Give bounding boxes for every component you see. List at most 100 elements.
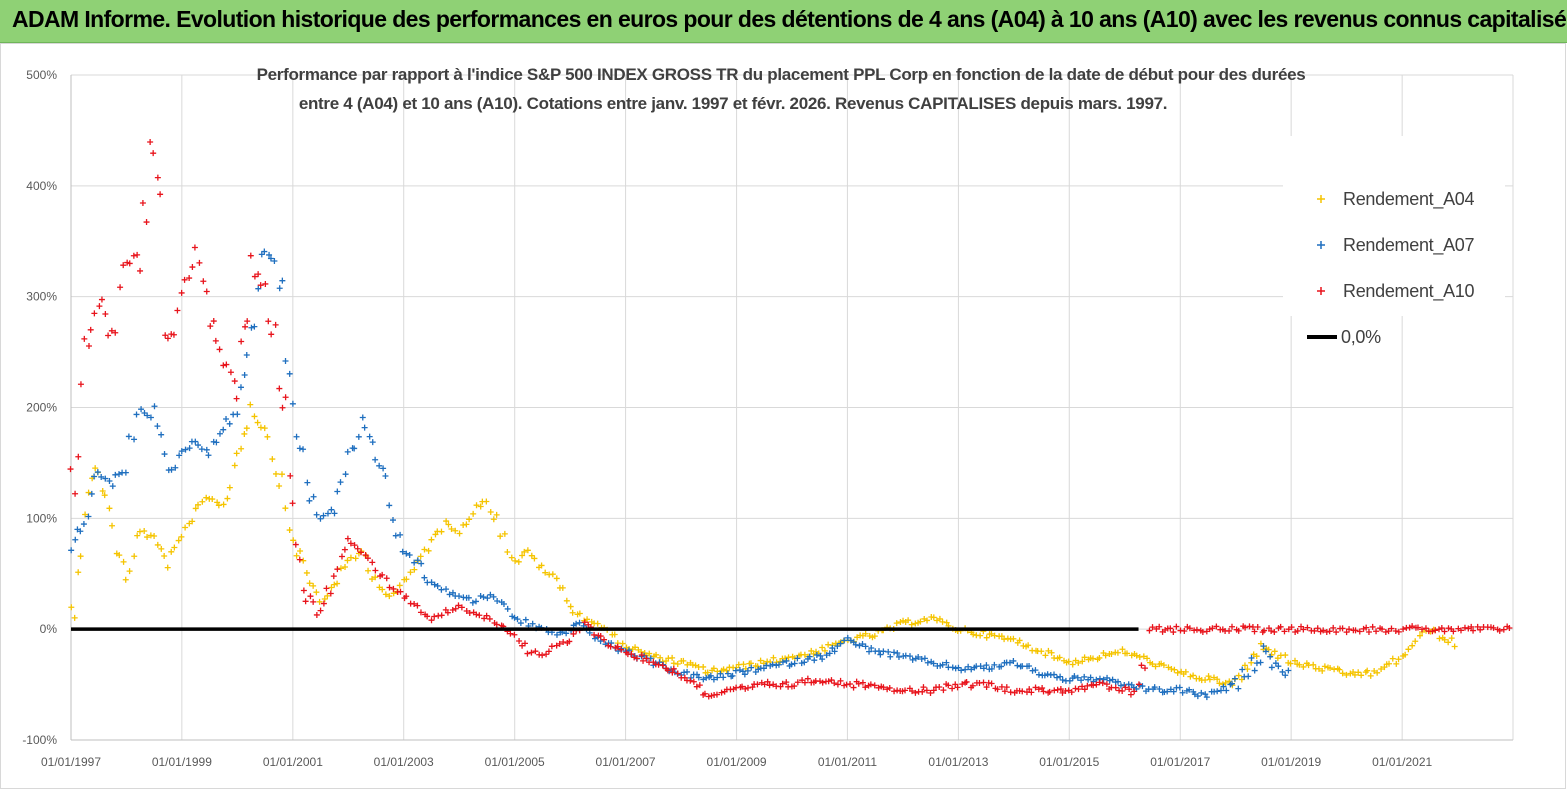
data-point [1075,686,1082,693]
data-point [292,541,299,548]
data-point [912,689,919,696]
x-tick-label: 01/01/2009 [707,755,767,769]
data-point [189,518,196,525]
data-point [71,614,78,621]
data-point [209,496,216,503]
data-point [1151,684,1158,691]
data-point [1044,671,1051,678]
data-point [199,498,206,505]
data-point [895,653,902,660]
data-point [631,654,638,661]
data-point [338,553,345,560]
data-point [701,690,708,697]
data-point [528,649,535,656]
data-point [998,633,1005,640]
data-point [955,664,962,671]
data-point [1500,626,1507,633]
data-point [382,473,389,480]
data-point [105,332,112,339]
data-point [1069,661,1076,668]
data-point [158,545,165,552]
data-point [1226,627,1233,634]
data-point [687,674,694,681]
data-point [1181,628,1188,635]
data-point [282,394,289,401]
data-point [1193,626,1200,633]
data-point [1112,684,1119,691]
data-point [278,471,285,478]
data-point [75,569,82,576]
data-point [779,680,786,687]
data-point [1268,664,1275,671]
data-point [490,593,497,600]
data-point [286,370,293,377]
data-point [522,616,529,623]
data-point [310,493,317,500]
data-marks [67,138,1513,701]
data-point [1209,625,1216,632]
data-point [452,605,459,612]
data-point [351,542,358,549]
data-point [886,684,893,691]
data-point [397,588,404,595]
data-point [234,411,241,418]
data-point [597,638,604,645]
data-point [1057,686,1064,693]
data-point [532,648,539,655]
data-point [692,662,699,669]
data-point [324,592,331,599]
data-point [1296,661,1303,668]
data-point [316,598,323,605]
data-point [466,516,473,523]
data-point [862,684,869,691]
data-point [421,574,428,581]
data-point [434,582,441,589]
data-point [432,531,439,538]
data-point [1254,623,1261,630]
data-point [1445,639,1452,646]
data-point [511,631,518,638]
data-point [243,425,250,432]
data-point [539,652,546,659]
data-point [744,667,751,674]
data-point [347,554,354,561]
data-point [924,659,931,666]
data-point [289,500,296,507]
data-point [1304,624,1311,631]
data-point [131,553,138,560]
data-point [819,679,826,686]
data-point [487,591,494,598]
data-point [463,521,470,528]
data-point [1436,635,1443,642]
data-point [1364,667,1371,674]
data-point [1041,672,1048,679]
data-point [707,672,714,679]
data-point [224,495,231,502]
data-point [958,667,965,674]
data-point [297,547,304,554]
data-point [718,689,725,696]
data-point [198,446,205,453]
data-point [171,544,178,551]
data-point [704,669,711,676]
data-point [470,510,477,517]
data-point [669,669,676,676]
data-point [150,150,157,157]
data-point [191,244,198,251]
legend-label-0,0%: 0,0% [1341,327,1381,347]
data-point [200,278,207,285]
data-point [233,450,240,457]
data-point [379,586,386,593]
data-point [1279,668,1286,675]
data-point [117,284,124,291]
data-point [342,563,349,570]
data-point [452,527,459,534]
data-point [1241,662,1248,669]
data-point [431,613,438,620]
data-point [357,549,364,556]
data-point [428,617,435,624]
data-point [265,318,272,325]
data-point [1053,674,1060,681]
data-point [1386,660,1393,667]
data-point [659,662,666,669]
